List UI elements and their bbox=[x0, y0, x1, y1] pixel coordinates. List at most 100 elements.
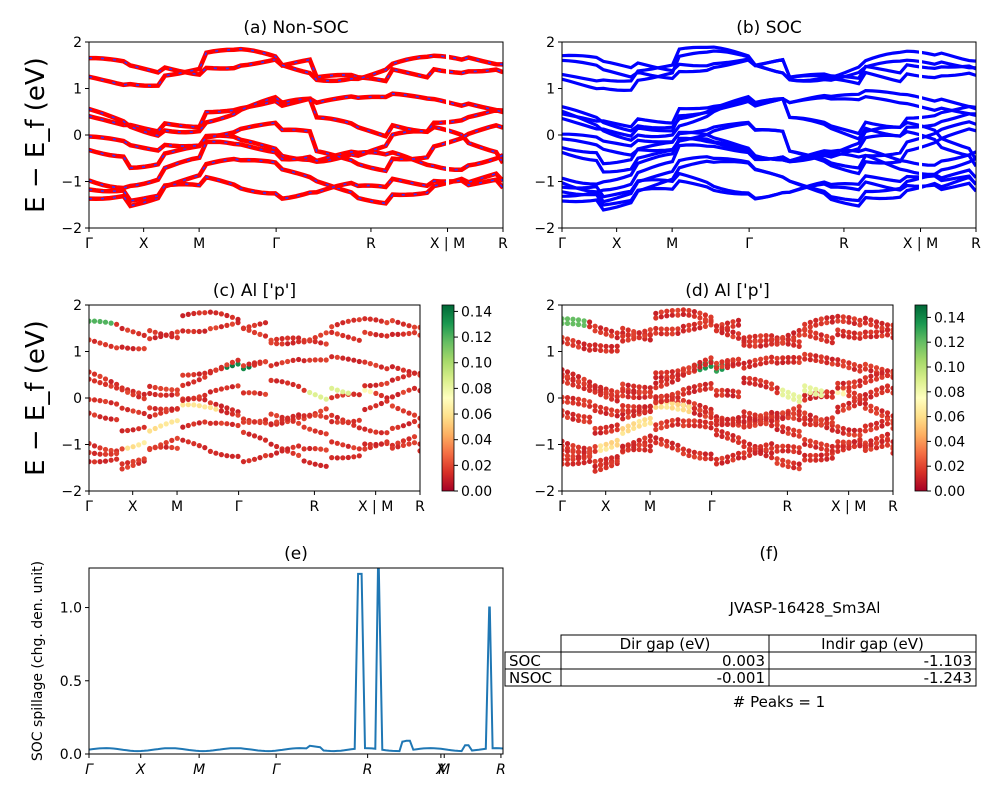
panel-c-point bbox=[174, 445, 180, 451]
panel-c-point bbox=[246, 361, 252, 367]
panel-c-point bbox=[163, 421, 169, 427]
panel-c-point bbox=[268, 411, 274, 417]
panel-d-point bbox=[857, 396, 863, 402]
panel-d-point bbox=[642, 328, 648, 334]
panel-c-point bbox=[262, 391, 269, 397]
panel-c-point bbox=[147, 328, 153, 334]
panel-d-point bbox=[708, 414, 714, 420]
panel-d-point bbox=[774, 415, 780, 421]
panel-c-point bbox=[141, 346, 147, 352]
panel-d-point bbox=[592, 384, 598, 390]
panel-d-point bbox=[846, 334, 852, 340]
panel-c-point bbox=[384, 440, 390, 447]
panel-c-point bbox=[136, 426, 142, 432]
panel-c-point bbox=[240, 325, 247, 331]
panel-c-point bbox=[125, 460, 131, 466]
panel-d-point bbox=[730, 437, 736, 443]
panel-d-point bbox=[747, 410, 753, 416]
panel-d-point bbox=[664, 438, 670, 444]
panel-d-point bbox=[642, 384, 648, 390]
panel-c-point bbox=[229, 321, 235, 327]
panel-d-point bbox=[846, 380, 852, 386]
panel-d-ytick-label: −2 bbox=[534, 484, 555, 500]
panel-c-point bbox=[108, 416, 114, 422]
panel-c-point bbox=[147, 413, 153, 420]
panel-d-point bbox=[851, 379, 858, 385]
panel-d-point bbox=[802, 388, 808, 394]
panel-d-point bbox=[614, 427, 620, 433]
panel-d-point bbox=[813, 417, 819, 423]
panel-d-point bbox=[647, 443, 653, 449]
panel-d-point bbox=[829, 427, 835, 433]
panel-c-point bbox=[351, 336, 357, 342]
panel-d-point bbox=[625, 332, 631, 338]
panel-d-point bbox=[587, 324, 593, 330]
panel-d-point bbox=[829, 314, 835, 320]
panel-d-point bbox=[813, 330, 819, 336]
panel-d-point bbox=[592, 342, 598, 348]
panel-c-point bbox=[108, 457, 114, 463]
panel-d-point bbox=[829, 394, 835, 400]
panel-d-point bbox=[851, 398, 858, 404]
panel-d-point bbox=[835, 439, 841, 445]
table-header-indir-gap: Indir gap (eV) bbox=[821, 635, 924, 653]
soc-band-7-1 bbox=[562, 45, 976, 83]
panel-c-point bbox=[373, 441, 379, 448]
panel-c-point bbox=[102, 458, 109, 464]
panel-d-point bbox=[686, 385, 692, 391]
panel-d-point bbox=[669, 312, 675, 318]
panel-c-point bbox=[362, 426, 368, 432]
panel-c-point bbox=[158, 410, 164, 416]
panel-c-point bbox=[406, 387, 412, 393]
panel-d-point bbox=[702, 362, 709, 368]
panel-d-point bbox=[713, 422, 720, 428]
panel-c-point bbox=[318, 413, 324, 419]
panel-c-point bbox=[180, 437, 186, 443]
panel-d-point bbox=[851, 403, 858, 409]
panel-d-point bbox=[664, 443, 670, 449]
panel-d-point bbox=[758, 448, 764, 454]
panel-d-point bbox=[791, 342, 797, 348]
panel-d-point bbox=[609, 407, 615, 413]
panel-d-point bbox=[813, 357, 819, 363]
panel-d-point bbox=[592, 328, 598, 334]
panel-d-point bbox=[796, 339, 802, 345]
panel-d-point bbox=[631, 408, 637, 414]
panel-c-point bbox=[213, 310, 219, 316]
panel-d-point bbox=[680, 391, 687, 397]
panel-c-point bbox=[229, 411, 235, 417]
panel-c-title: (c) Al ['p'] bbox=[213, 281, 296, 301]
panel-d-point bbox=[769, 333, 775, 339]
panel-d-point bbox=[614, 343, 620, 349]
panel-c-point bbox=[246, 390, 252, 396]
panel-c-point bbox=[130, 408, 136, 414]
panel-d-point bbox=[564, 336, 571, 342]
panel-d-point bbox=[592, 458, 598, 465]
panel-d-point bbox=[796, 412, 802, 418]
panel-c-point bbox=[340, 419, 346, 425]
panel-d-point bbox=[713, 392, 720, 398]
panel-c-point bbox=[191, 441, 197, 447]
panel-d-point bbox=[697, 407, 703, 413]
panel-d-point bbox=[603, 446, 609, 452]
panel-c-point bbox=[158, 423, 164, 429]
panel-c-point bbox=[307, 445, 313, 452]
panel-d-point bbox=[862, 379, 869, 385]
panel-d-point bbox=[680, 387, 687, 393]
panel-d-point bbox=[796, 394, 802, 400]
panel-d-point bbox=[724, 332, 731, 338]
panel-d-point bbox=[862, 392, 869, 398]
soc-band-1-1 bbox=[562, 88, 976, 129]
panel-c-point bbox=[262, 417, 269, 423]
panel-d-point bbox=[879, 443, 885, 449]
panel-c-point bbox=[125, 427, 131, 434]
panel-d-point bbox=[686, 404, 692, 410]
panel-c-point bbox=[91, 443, 98, 449]
panel-d-point bbox=[735, 419, 742, 425]
panel-c-cb-tick-label: 0.00 bbox=[461, 484, 492, 500]
panel-c-point bbox=[340, 355, 346, 361]
panel-d-point bbox=[785, 443, 791, 449]
panel-d-point bbox=[570, 395, 576, 401]
panel-d-point bbox=[879, 374, 885, 380]
panel-c-point bbox=[323, 431, 329, 437]
